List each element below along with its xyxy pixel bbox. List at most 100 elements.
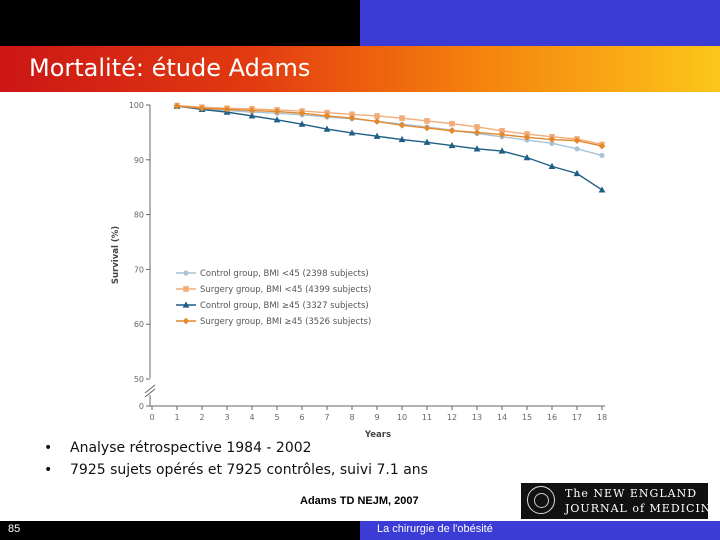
y-tick-label: 50 [134, 375, 144, 384]
y-tick-label: 80 [134, 211, 144, 220]
data-point [183, 286, 189, 292]
data-point [523, 133, 531, 141]
data-point [599, 152, 605, 159]
data-point [573, 137, 581, 145]
data-point [448, 141, 456, 149]
series-1 [174, 103, 605, 159]
legend-label: Control group, BMI <45 (2398 subjects) [200, 269, 369, 279]
chart-series [173, 102, 606, 193]
top-bar-blue [360, 0, 720, 46]
title-bar [0, 46, 720, 92]
data-point [399, 115, 405, 121]
nejm-logo: The NEW ENGLAND JOURNAL of MEDICINE [521, 483, 719, 519]
data-point [574, 146, 580, 152]
bullet-dot-icon: • [44, 440, 53, 456]
data-point [398, 135, 406, 143]
y-tick-label: 70 [134, 265, 144, 274]
bullet-text: 7925 sujets opérés et 7925 contrôles, su… [70, 462, 428, 478]
x-tick-label: 3 [224, 413, 229, 422]
data-point [474, 124, 480, 130]
data-point [323, 112, 331, 120]
data-point [549, 140, 555, 146]
legend-item: Surgery group, BMI <45 (4399 subjects) [176, 285, 371, 295]
nejm-logo-line1: The NEW ENGLAND [565, 487, 698, 500]
legend-label: Surgery group, BMI <45 (4399 subjects) [200, 285, 371, 295]
bullet-list: • Analyse rétrospective 1984 - 2002 • 7925… [44, 437, 428, 481]
x-tick-label: 12 [447, 413, 457, 422]
series-line [176, 105, 603, 147]
x-ticks: 0 1 2 3 4 5 6 7 8 9 10 11 12 13 14 15 16 17 18 [149, 406, 607, 422]
x-tick-label: 13 [472, 413, 482, 422]
data-point [248, 107, 256, 114]
series-line [176, 105, 603, 191]
bullet-item: • 7925 sujets opérés et 7925 contrôles, s… [44, 459, 428, 481]
nejm-seal-icon [527, 486, 555, 514]
data-point [373, 132, 381, 139]
bullet-dot-icon: • [44, 462, 53, 478]
chart-axes [144, 105, 605, 407]
bottom-bar-blue [360, 521, 720, 540]
y-tick-label: 100 [129, 101, 144, 110]
data-point [273, 116, 281, 123]
data-point [182, 317, 190, 325]
series-line [176, 104, 603, 146]
bullet-text: Analyse rétrospective 1984 - 2002 [70, 440, 312, 456]
data-point [273, 108, 281, 115]
x-axis-label: Years [364, 430, 391, 440]
data-point [182, 301, 190, 308]
y-axis-label: Survival (%) [111, 226, 121, 284]
data-point [183, 270, 189, 276]
legend-label: Surgery group, BMI ≥45 (3526 subjects) [200, 317, 371, 327]
data-point [348, 129, 356, 136]
x-tick-label: 15 [522, 413, 532, 422]
data-point [373, 118, 381, 125]
nejm-logo-line2: JOURNAL of MEDICINE [565, 502, 720, 515]
slide-title: Mortalité: étude Adams [29, 54, 311, 82]
data-point [573, 169, 581, 177]
series-3 [173, 102, 606, 193]
x-tick-label: 7 [324, 413, 329, 422]
page-number: 85 [8, 523, 21, 535]
data-point [398, 121, 406, 129]
data-point [598, 186, 606, 193]
y-ticks: 0 50 60 70 80 90 100 [129, 101, 150, 411]
x-tick-label: 1 [174, 413, 179, 422]
top-bar-black [0, 0, 360, 46]
x-tick-label: 5 [274, 413, 279, 422]
x-tick-label: 0 [149, 413, 154, 422]
data-point [473, 145, 481, 152]
data-point [448, 127, 456, 135]
y-axis-break-mark-1 [144, 384, 156, 394]
legend-item: Surgery group, BMI ≥45 (3526 subjects) [176, 317, 371, 327]
x-tick-label: 17 [572, 413, 582, 422]
x-tick-label: 16 [547, 413, 557, 422]
data-point [449, 120, 455, 127]
data-point [548, 136, 556, 143]
legend-label: Control group, BMI ≥45 (3327 subjects) [200, 301, 369, 311]
data-point [498, 147, 506, 154]
data-point [374, 113, 380, 119]
y-tick-label: 0 [139, 402, 144, 411]
series-line [176, 105, 603, 157]
data-point [499, 127, 505, 134]
y-tick-label: 60 [134, 320, 144, 329]
x-tick-label: 9 [374, 413, 379, 422]
x-tick-label: 11 [422, 413, 432, 422]
bottom-bar-black [0, 521, 360, 540]
x-tick-label: 18 [597, 413, 607, 422]
y-tick-label: 90 [134, 156, 144, 165]
bullet-item: • Analyse rétrospective 1984 - 2002 [44, 437, 428, 459]
x-tick-label: 4 [249, 413, 254, 422]
data-point [424, 118, 430, 124]
footer-label: La chirurgie de l'obésité [377, 523, 493, 535]
data-point [323, 125, 331, 132]
data-point [548, 162, 556, 169]
data-point [248, 112, 256, 119]
data-point [298, 120, 306, 127]
x-tick-label: 8 [349, 413, 354, 422]
citation: Adams TD NEJM, 2007 [300, 495, 419, 507]
x-tick-label: 6 [299, 413, 304, 422]
chart-legend: Control group, BMI <45 (2398 subjects) Su… [176, 269, 371, 327]
data-point [423, 138, 431, 145]
